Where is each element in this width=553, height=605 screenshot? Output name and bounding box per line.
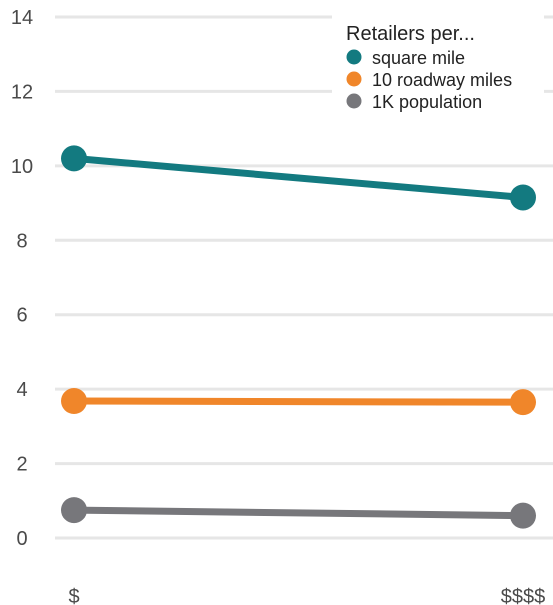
series-line xyxy=(74,401,523,402)
y-tick-label: 8 xyxy=(16,230,27,252)
series-group xyxy=(61,497,536,529)
y-tick-label: 4 xyxy=(16,379,27,401)
legend-label: 1K population xyxy=(372,92,482,112)
x-tick-label: $$$$ xyxy=(501,586,546,605)
y-axis-ticks: 0 2 4 6 8 10 12 14 xyxy=(11,7,33,550)
data-point xyxy=(510,503,536,529)
y-tick-label: 12 xyxy=(11,81,33,103)
y-tick-label: 2 xyxy=(16,454,27,476)
data-point xyxy=(61,497,87,523)
legend-label: square mile xyxy=(372,48,465,68)
legend-label: 10 roadway miles xyxy=(372,70,512,90)
legend-marker xyxy=(347,72,362,87)
legend-marker xyxy=(347,50,362,65)
y-tick-label: 10 xyxy=(11,156,33,178)
series-line xyxy=(74,158,523,197)
data-point xyxy=(61,145,87,171)
data-point xyxy=(61,388,87,414)
y-tick-label: 14 xyxy=(11,7,33,29)
series-group xyxy=(61,145,536,210)
data-point xyxy=(510,389,536,415)
data-point xyxy=(510,184,536,210)
x-axis-ticks: $ $$$$ xyxy=(68,586,545,605)
series-group xyxy=(61,388,536,415)
series-line xyxy=(74,510,523,516)
y-tick-label: 6 xyxy=(16,305,27,327)
series-lines xyxy=(61,145,536,528)
legend-title: Retailers per... xyxy=(346,23,475,45)
legend-marker xyxy=(347,94,362,109)
y-tick-label: 0 xyxy=(16,528,27,550)
x-tick-label: $ xyxy=(68,586,79,605)
